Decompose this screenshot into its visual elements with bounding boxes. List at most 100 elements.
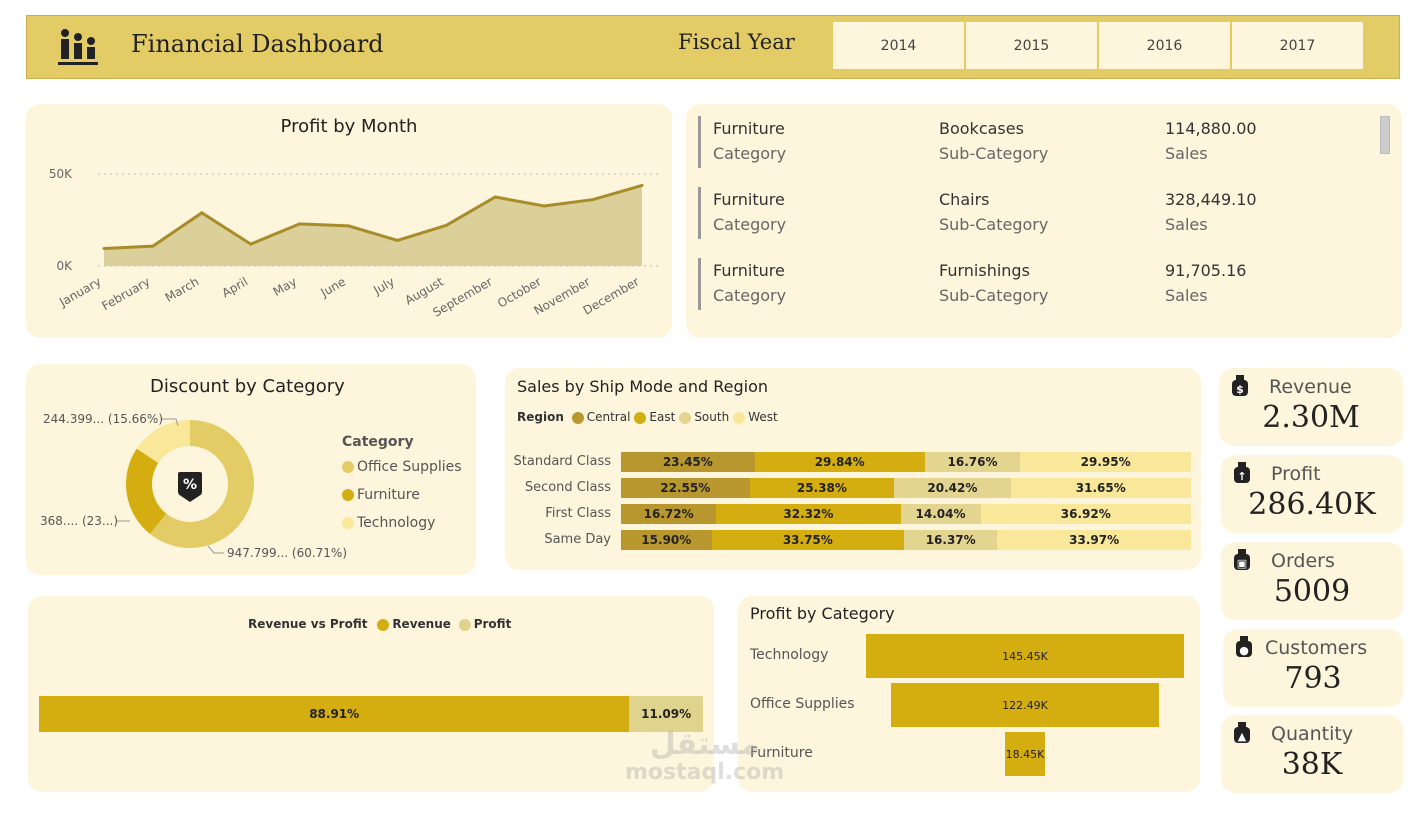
legend-label: Office Supplies — [357, 459, 462, 475]
kpi-label: Orders — [1271, 550, 1335, 572]
kpi-value: 2.30M — [1262, 400, 1360, 435]
ship-mode-bar: 22.55% 25.38% 20.42% 31.65% — [621, 478, 1191, 498]
kpi-label: Customers — [1265, 637, 1368, 659]
discount-title: Discount by Category — [150, 376, 345, 397]
funnel-bar[interactable]: 18.45K — [1004, 732, 1046, 776]
ship-mode-label: Same Day — [544, 532, 611, 547]
discount-donut-chart: % — [116, 418, 255, 554]
funnel-value-label: 122.49K — [1002, 698, 1048, 712]
ship-mode-bar: 23.45% 29.84% 16.76% 29.95% — [621, 452, 1191, 472]
kpi-value: 286.40K — [1248, 487, 1376, 522]
x-tick-label: April — [219, 274, 250, 300]
table-cell-sales-label: Sales — [1165, 215, 1208, 234]
funnel-bar[interactable]: 145.45K — [866, 634, 1184, 678]
profit-category-title: Profit by Category — [750, 604, 895, 623]
svg-text:$: $ — [1236, 383, 1244, 396]
bar-segment[interactable]: 23.45% — [621, 452, 755, 472]
x-tick-label: May — [271, 274, 299, 299]
bar-segment[interactable]: 29.95% — [1020, 452, 1191, 472]
y-tick-label: 0K — [56, 259, 73, 273]
bar-segment[interactable]: 29.84% — [754, 452, 925, 472]
donut-slice[interactable] — [149, 420, 255, 548]
legend-profit: Profit — [473, 617, 512, 631]
data-point[interactable] — [298, 222, 302, 226]
svg-text:▲: ▲ — [1238, 730, 1247, 743]
table-cell-category-label: Category — [713, 215, 787, 234]
profit-line — [103, 183, 643, 251]
legend-revenue: Revenue — [392, 617, 451, 631]
bar-segment[interactable]: 31.65% — [1010, 478, 1191, 498]
kpi-card-customers: ● Customers 793 — [1223, 629, 1403, 707]
dashboard-title: Financial Dashboard — [131, 30, 384, 58]
bar-segment[interactable]: 33.75% — [711, 530, 905, 550]
bar-segment[interactable]: 16.37% — [904, 530, 998, 550]
y-tick-label: 50K — [49, 167, 73, 181]
funnel-category-label: Technology — [750, 647, 829, 663]
data-point[interactable] — [200, 211, 204, 215]
bar-segment[interactable]: 20.42% — [894, 478, 1011, 498]
kpi-label: Quantity — [1271, 723, 1354, 745]
year-slicer-2014[interactable]: 2014 — [833, 22, 964, 69]
kpi-label: Profit — [1271, 463, 1321, 485]
data-point[interactable] — [542, 204, 546, 208]
revenue-profit-segment[interactable]: 11.09% — [629, 696, 703, 732]
ship-mode-legend: Region Central East South West — [517, 410, 778, 424]
data-point[interactable] — [395, 238, 399, 242]
funnel-value-label: 18.45K — [1005, 747, 1045, 761]
donut-slice[interactable] — [136, 420, 190, 463]
svg-text:●: ● — [1239, 644, 1249, 657]
customers-icon: ● — [1233, 635, 1255, 659]
svg-text:%: % — [183, 477, 197, 493]
profit-by-month-card: Profit by Month 50K 0K January February Marc… — [26, 104, 672, 338]
boxes-icon: ▲ — [1231, 721, 1253, 745]
bar-segment[interactable]: 32.32% — [716, 504, 901, 524]
year-slicer-2016[interactable]: 2016 — [1099, 22, 1230, 69]
data-point[interactable] — [493, 195, 497, 199]
donut-label-furniture: 368.... (23...) — [40, 514, 119, 528]
legend-technology: Technology — [342, 515, 435, 531]
table-scrollbar[interactable] — [1380, 116, 1390, 154]
bar-segment[interactable]: 14.04% — [900, 504, 981, 524]
legend-label: Furniture — [357, 487, 420, 503]
svg-text:↑: ↑ — [1237, 470, 1246, 483]
year-slicer-2015[interactable]: 2015 — [966, 22, 1097, 69]
kpi-card-quantity: ▲ Quantity 38K — [1221, 715, 1403, 793]
data-point[interactable] — [444, 223, 448, 227]
ship-mode-title: Sales by Ship Mode and Region — [517, 377, 769, 396]
ship-mode-bar: 15.90% 33.75% 16.37% 33.97% — [621, 530, 1191, 550]
ship-mode-bar: 16.72% 32.32% 14.04% 36.92% — [621, 504, 1191, 524]
revenue-profit-segment[interactable]: 88.91% — [39, 696, 630, 732]
bar-segment[interactable]: 36.92% — [980, 504, 1191, 524]
funnel-category-label: Furniture — [750, 745, 813, 761]
data-point[interactable] — [591, 198, 595, 202]
bar-segment[interactable]: 25.38% — [749, 478, 895, 498]
kpi-card-orders: ▣ Orders 5009 — [1221, 542, 1403, 620]
table-cell-category: Furniture — [713, 190, 785, 209]
data-point[interactable] — [249, 242, 253, 246]
region-legend-item: East — [634, 410, 675, 424]
x-tick-label: January — [56, 274, 103, 309]
funnel-bar[interactable]: 122.49K — [891, 683, 1159, 727]
bar-segment[interactable]: 15.90% — [621, 530, 712, 550]
bar-segment[interactable]: 16.76% — [924, 452, 1021, 472]
legend-office-supplies: Office Supplies — [342, 459, 462, 475]
year-slicer-2017[interactable]: 2017 — [1232, 22, 1363, 69]
kpi-value: 793 — [1284, 661, 1342, 696]
data-point[interactable] — [640, 183, 644, 187]
funnel-category-label: Office Supplies — [750, 696, 855, 712]
bar-segment[interactable]: 22.55% — [621, 478, 750, 498]
bar-segment[interactable]: 33.97% — [997, 530, 1191, 550]
table-cell-category: Furniture — [713, 261, 785, 280]
bar-segment[interactable]: 16.72% — [621, 504, 717, 524]
ship-mode-card: Sales by Ship Mode and Region Region Cen… — [505, 368, 1201, 570]
donut-slice[interactable] — [126, 448, 167, 534]
data-point[interactable] — [102, 247, 106, 251]
bar-people-icon — [58, 29, 98, 65]
kpi-label: Revenue — [1269, 376, 1352, 398]
data-point[interactable] — [151, 244, 155, 248]
revenue-profit-bar: 88.91% 11.09% — [39, 696, 703, 732]
kpi-card-revenue: $ Revenue 2.30M — [1219, 368, 1403, 446]
data-point[interactable] — [347, 224, 351, 228]
region-legend-label: West — [748, 410, 778, 424]
